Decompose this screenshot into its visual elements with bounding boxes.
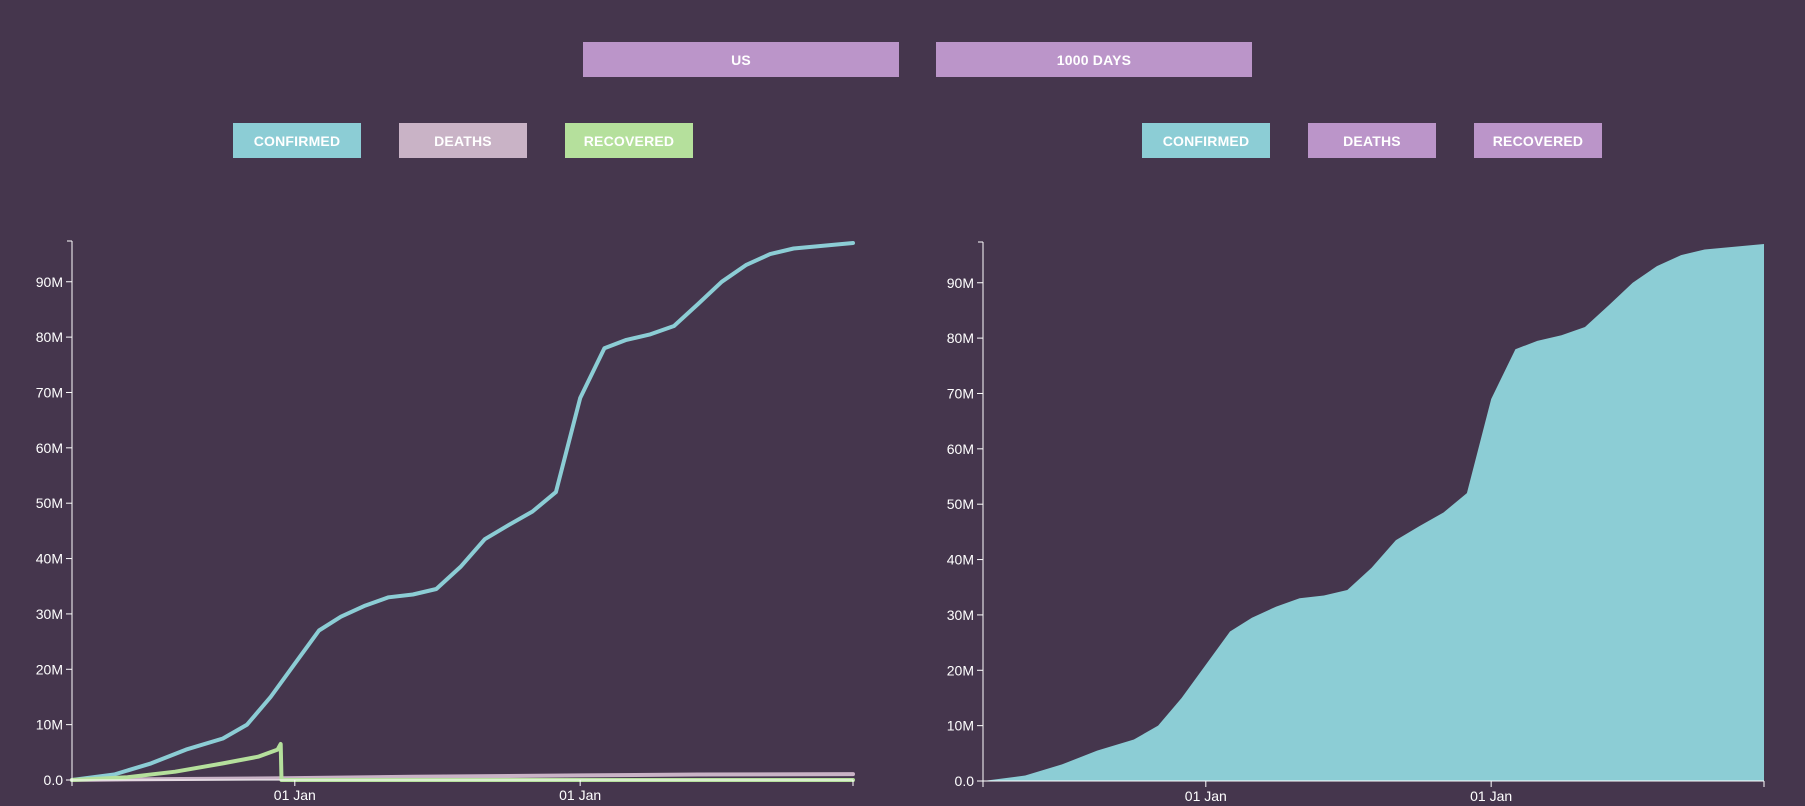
y-tick-label: 60M [36, 440, 63, 456]
y-tick-label: 20M [947, 662, 974, 678]
period-select-button[interactable]: 1000 DAYS [936, 42, 1252, 77]
y-tick-label: 50M [36, 495, 63, 511]
x-tick-label: 01 Jan [559, 787, 601, 803]
y-tick-label: 30M [36, 606, 63, 622]
y-tick-label: 80M [947, 330, 974, 346]
area-series-confirmed [983, 244, 1764, 781]
right-deaths-button[interactable]: DEATHS [1308, 123, 1436, 158]
y-tick-label: 0.0 [955, 773, 975, 789]
right-confirmed-button[interactable]: CONFIRMED [1142, 123, 1270, 158]
y-tick-label: 80M [36, 329, 63, 345]
x-tick-label: 01 Jan [274, 787, 316, 803]
y-tick-label: 70M [947, 385, 974, 401]
y-tick-label: 60M [947, 441, 974, 457]
y-tick-label: 40M [36, 551, 63, 567]
line-series-confirmed [70, 241, 855, 782]
left-recovered-button[interactable]: RECOVERED [565, 123, 693, 158]
y-tick-label: 50M [947, 496, 974, 512]
y-tick-label: 20M [36, 661, 63, 677]
y-tick-label: 70M [36, 384, 63, 400]
line-series-deaths [70, 772, 855, 782]
right-recovered-button[interactable]: RECOVERED [1474, 123, 1602, 158]
line-chart: 0.0 10M 20M 30M 40M 50M 60M 70M 80M 90M 01 Jan 01 J… [36, 240, 855, 803]
line-series-recovered [70, 742, 855, 782]
country-select-button[interactable]: US [583, 42, 899, 77]
x-tick-label: 01 Jan [1185, 788, 1227, 804]
y-tick-label: 0.0 [44, 772, 64, 788]
left-deaths-button[interactable]: DEATHS [399, 123, 527, 158]
left-confirmed-button[interactable]: CONFIRMED [233, 123, 361, 158]
y-tick-label: 10M [36, 717, 63, 733]
x-tick-label: 01 Jan [1470, 788, 1512, 804]
y-tick-label: 40M [947, 552, 974, 568]
y-tick-label: 90M [947, 275, 974, 291]
y-tick-label: 90M [36, 274, 63, 290]
y-tick-label: 10M [947, 718, 974, 734]
y-tick-label: 30M [947, 607, 974, 623]
area-chart: 0.0 10M 20M 30M 40M 50M 60M 70M 80M 90M 01 Jan 01 J… [947, 241, 1765, 804]
